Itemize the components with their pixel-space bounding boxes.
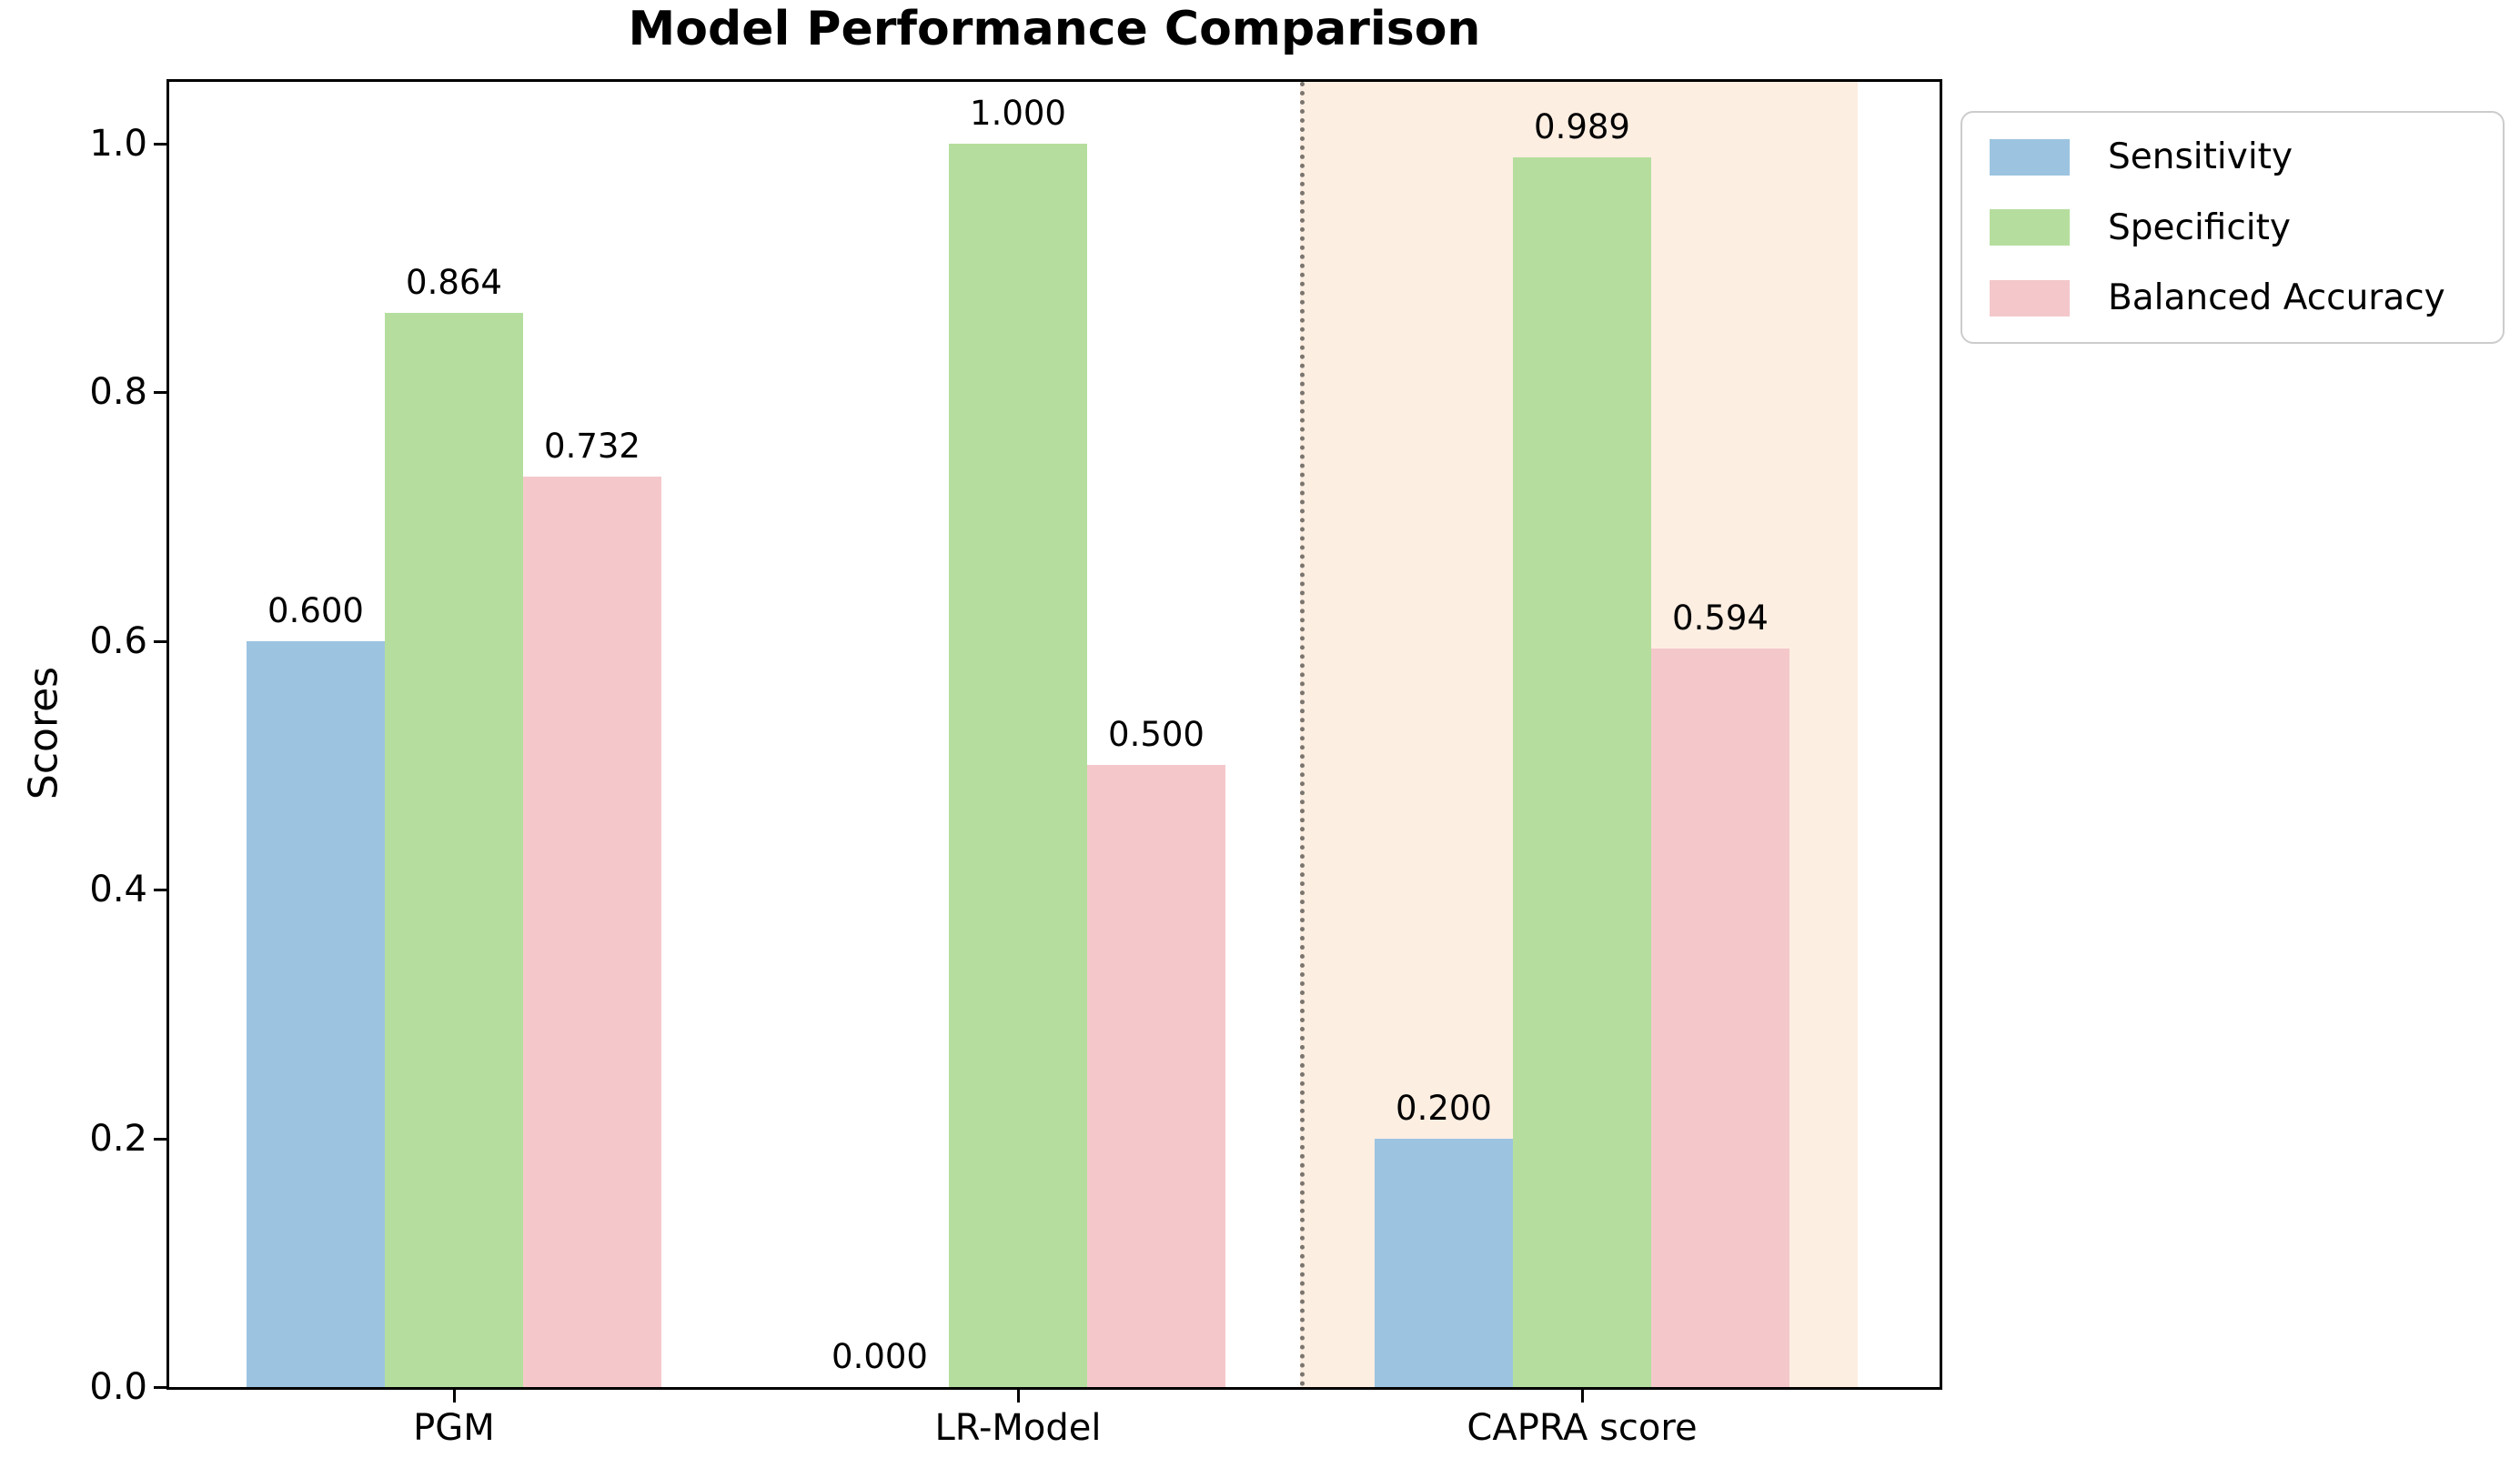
y-tick-mark-1-0 bbox=[154, 143, 166, 146]
x-tick-mark-capra-score bbox=[1581, 1390, 1584, 1403]
y-tick-mark-0-8 bbox=[154, 391, 166, 394]
bar-value-label-specificity-capra-score: 0.989 bbox=[1534, 107, 1630, 146]
chart-title: Model Performance Comparison bbox=[628, 2, 1481, 56]
divider-dotted-line bbox=[1300, 82, 1305, 1387]
x-tick-mark-pgm bbox=[453, 1390, 456, 1403]
bar-value-label-sensitivity-pgm: 0.600 bbox=[267, 591, 364, 630]
legend-label-sensitivity: Sensitivity bbox=[2108, 136, 2293, 177]
bar-sensitivity-capra-score bbox=[1375, 1139, 1513, 1387]
y-tick-label-1-0: 1.0 bbox=[89, 123, 147, 165]
y-tick-label-0-0: 0.0 bbox=[89, 1366, 147, 1408]
x-tick-mark-lr-model bbox=[1017, 1390, 1020, 1403]
x-tick-label-lr-model: LR-Model bbox=[934, 1407, 1102, 1449]
legend-label-balanced-accuracy: Balanced Accuracy bbox=[2108, 277, 2445, 318]
bar-specificity-capra-score bbox=[1513, 157, 1651, 1387]
bar-value-label-balanced-accuracy-pgm: 0.732 bbox=[544, 427, 640, 466]
legend-swatch-sensitivity bbox=[1990, 138, 2070, 176]
bar-balanced-accuracy-pgm bbox=[523, 477, 661, 1387]
y-tick-label-0-8: 0.8 bbox=[89, 371, 147, 413]
bar-value-label-specificity-pgm: 0.864 bbox=[406, 263, 502, 302]
legend-item-sensitivity: Sensitivity bbox=[1990, 136, 2475, 177]
legend-swatch-balanced-accuracy bbox=[1990, 279, 2070, 317]
bar-value-label-sensitivity-lr-model: 0.000 bbox=[832, 1337, 928, 1376]
plot-area: 0.600 0.864 0.732 0.000 1.000 0.500 0.200 0.989… bbox=[166, 79, 1942, 1390]
bar-value-label-balanced-accuracy-lr-model: 0.500 bbox=[1108, 715, 1205, 754]
y-tick-mark-0-4 bbox=[154, 889, 166, 891]
bar-balanced-accuracy-capra-score bbox=[1651, 649, 1789, 1387]
bar-specificity-lr-model bbox=[949, 144, 1087, 1387]
bar-balanced-accuracy-lr-model bbox=[1087, 765, 1225, 1387]
legend-item-specificity: Specificity bbox=[1990, 207, 2475, 248]
bar-value-label-balanced-accuracy-capra-score: 0.594 bbox=[1672, 598, 1769, 638]
y-tick-label-0-2: 0.2 bbox=[89, 1118, 147, 1160]
y-tick-mark-0-0 bbox=[154, 1386, 166, 1389]
bar-sensitivity-pgm bbox=[247, 641, 385, 1387]
x-tick-label-pgm: PGM bbox=[413, 1407, 495, 1449]
legend-label-specificity: Specificity bbox=[2108, 206, 2291, 248]
legend: Sensitivity Specificity Balanced Accuracy bbox=[1961, 111, 2505, 344]
y-tick-mark-0-2 bbox=[154, 1138, 166, 1141]
y-tick-mark-0-6 bbox=[154, 640, 166, 643]
y-tick-label-0-6: 0.6 bbox=[89, 620, 147, 662]
bar-value-label-specificity-lr-model: 1.000 bbox=[970, 94, 1066, 133]
y-tick-label-0-4: 0.4 bbox=[89, 869, 147, 910]
y-axis-label: Scores bbox=[20, 666, 67, 800]
bar-specificity-pgm bbox=[385, 313, 523, 1387]
bar-value-label-sensitivity-capra-score: 0.200 bbox=[1396, 1089, 1492, 1128]
x-tick-label-capra-score: CAPRA score bbox=[1467, 1407, 1698, 1449]
legend-swatch-specificity bbox=[1990, 209, 2070, 246]
legend-item-balanced-accuracy: Balanced Accuracy bbox=[1990, 277, 2475, 318]
